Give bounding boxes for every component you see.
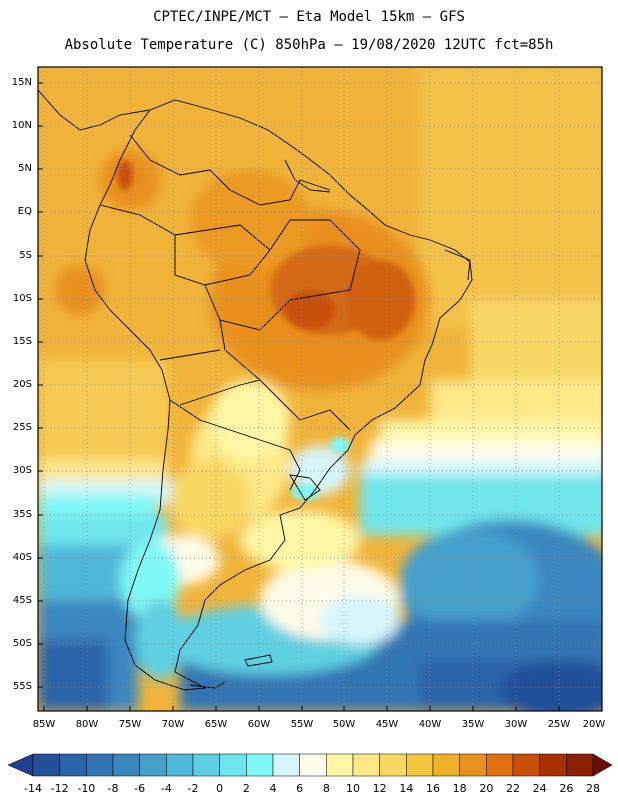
colorbar-label: -12 [50, 782, 69, 795]
colorbar-cell [326, 753, 354, 777]
colorbar-label: -4 [160, 782, 172, 795]
colorbar-label: 6 [296, 782, 304, 795]
colorbar-label: 10 [346, 782, 360, 795]
coastline-borders [38, 89, 473, 691]
colorbar-cell [272, 753, 300, 777]
colorbar-cell [352, 753, 380, 777]
lat-label: 10N [11, 120, 32, 131]
lon-label: 35W [461, 719, 485, 730]
lat-label: 20S [12, 379, 32, 390]
lon-label: 40W [418, 719, 442, 730]
lon-label: 60W [247, 719, 271, 730]
colorbar-cell [406, 753, 434, 777]
colorbar-cell [219, 753, 247, 777]
lat-label: 5N [18, 163, 32, 174]
lat-label: 55S [12, 681, 32, 692]
colorbar-label: -2 [187, 782, 199, 795]
colorbar-label: 18 [452, 782, 467, 795]
graticule [38, 67, 602, 711]
lat-label: 10S [12, 293, 32, 304]
colorbar-cell [592, 753, 613, 777]
colorbar-cell [539, 753, 567, 777]
lon-label: 20W [582, 719, 606, 730]
colorbar-cell [59, 753, 87, 777]
colorbar-cell [112, 753, 140, 777]
colorbar-label: 16 [426, 782, 440, 795]
colorbar-label: -14 [24, 782, 42, 795]
colorbar-label: 24 [532, 782, 547, 795]
temperature-field [38, 67, 602, 711]
lon-label: 70W [161, 719, 185, 730]
map-frame [37, 66, 603, 712]
lat-label: 25S [12, 422, 32, 433]
title-model: CPTEC/INPE/MCT – Eta Model 15km – GFS [153, 9, 465, 25]
lat-label: 30S [12, 465, 32, 476]
colorbar-cell [432, 753, 460, 777]
title-field: Absolute Temperature (C) 850hPa – 19/08/… [64, 37, 554, 53]
lat-label: 15S [12, 336, 32, 347]
colorbar-cell [166, 753, 194, 777]
colorbar-cell [246, 753, 274, 777]
lat-label: 40S [12, 552, 32, 563]
colorbar-cell [299, 753, 327, 777]
colorbar-cell [192, 753, 220, 777]
colorbar-cell [32, 753, 60, 777]
lon-label: 65W [204, 719, 228, 730]
lat-label: 50S [12, 638, 32, 649]
lon-label: 50W [332, 719, 356, 730]
colorbar-label: 14 [399, 782, 414, 795]
colorbar-label: 0 [216, 782, 224, 795]
lon-label: 25W [547, 719, 571, 730]
colorbar-label: -8 [107, 782, 119, 795]
colorbar-label: -10 [77, 782, 96, 795]
colorbar-label: 20 [479, 782, 494, 795]
colorbar-label: 26 [559, 782, 574, 795]
colorbar-label: -6 [134, 782, 146, 795]
colorbar-cell [7, 753, 34, 777]
colorbar-cell [86, 753, 114, 777]
lon-label: 75W [118, 719, 142, 730]
colorbar-label: 4 [269, 782, 277, 795]
colorbar-label: 28 [586, 782, 600, 795]
lon-label: 80W [75, 719, 99, 730]
lon-label: 55W [290, 719, 314, 730]
colorbar-cell [379, 753, 407, 777]
lon-label: 85W [32, 719, 56, 730]
colorbar-label: 8 [322, 782, 330, 795]
colorbar-label: 12 [372, 782, 387, 795]
colorbar-label: 22 [506, 782, 520, 795]
lon-label: 30W [504, 719, 528, 730]
colorbar-cell [566, 753, 594, 777]
axis-ticks [38, 82, 560, 711]
colorbar-label: 2 [242, 782, 250, 795]
lat-label: 15N [11, 77, 32, 88]
colorbar-cell [486, 753, 514, 777]
lat-label: 5S [19, 250, 32, 261]
colorbar [7, 753, 613, 777]
colorbar-cell [139, 753, 167, 777]
lat-label: 35S [12, 509, 32, 520]
colorbar-cell [459, 753, 487, 777]
lon-label: 45W [375, 719, 399, 730]
lat-label: EQ [17, 206, 32, 217]
lat-label: 45S [12, 595, 32, 606]
colorbar-cell [512, 753, 540, 777]
